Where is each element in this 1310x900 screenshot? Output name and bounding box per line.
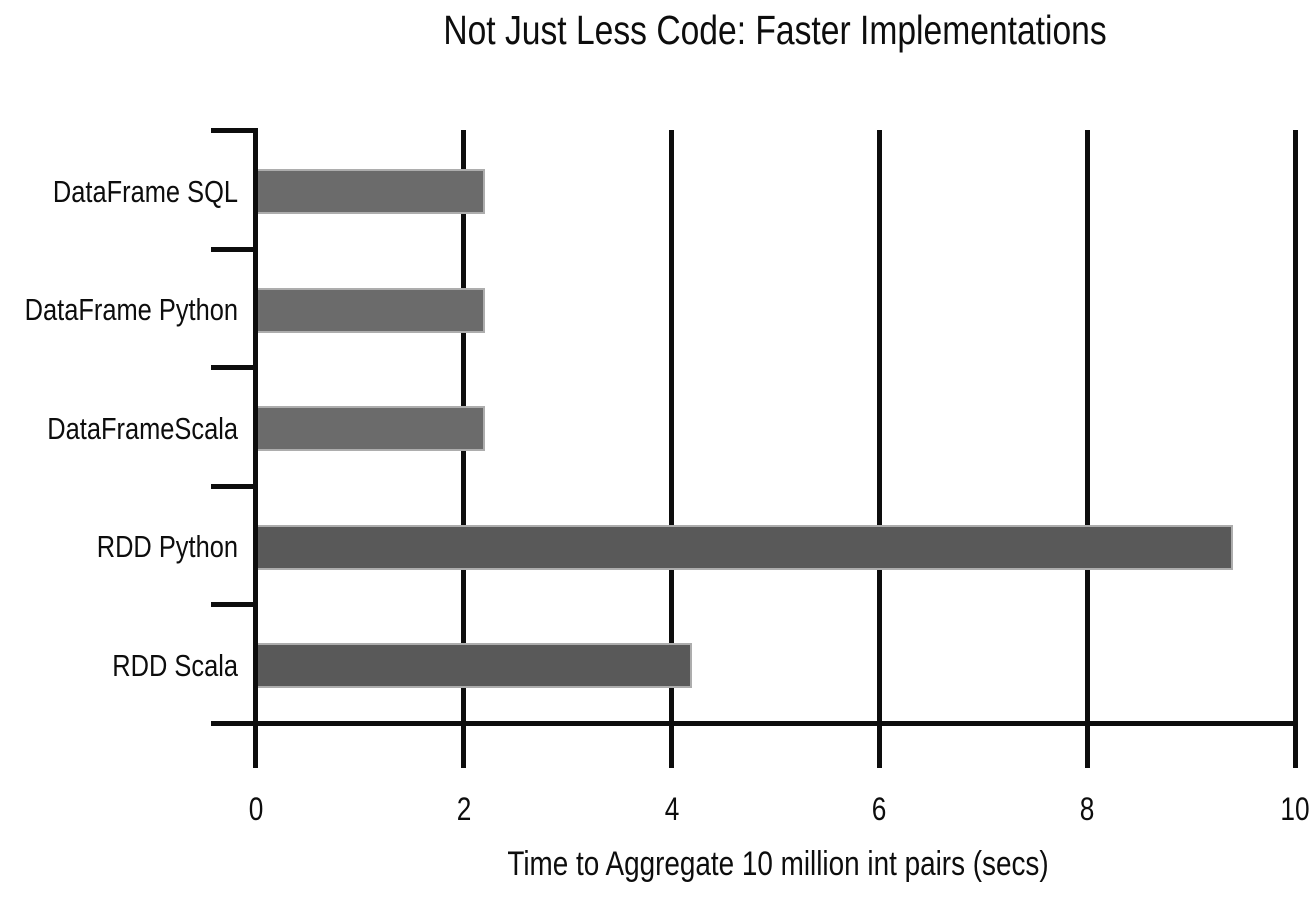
category-label: DataFrame SQL bbox=[52, 173, 238, 209]
vertical-gridline bbox=[1084, 130, 1090, 768]
y-axis-boundary-tick bbox=[211, 128, 258, 133]
bar-dataframe-python bbox=[258, 287, 485, 333]
x-tick-label: 0 bbox=[248, 791, 264, 827]
vertical-gridline bbox=[669, 130, 675, 768]
vertical-gridline bbox=[876, 130, 882, 768]
y-axis-boundary-tick bbox=[211, 365, 258, 371]
x-tick-label: 6 bbox=[872, 791, 887, 827]
x-axis-label: Time to Aggregate 10 million int pairs (… bbox=[507, 845, 1049, 883]
x-tick-label: 2 bbox=[456, 791, 472, 827]
x-axis-line bbox=[211, 721, 1298, 726]
bar-dataframe-sql bbox=[258, 169, 485, 214]
bar-dataframescala bbox=[258, 406, 485, 452]
bar-rdd-python bbox=[258, 524, 1233, 570]
vertical-gridline bbox=[1292, 130, 1298, 768]
bar-rdd-scala bbox=[258, 643, 693, 689]
y-axis-line bbox=[253, 130, 258, 768]
y-axis-boundary-tick bbox=[211, 602, 258, 608]
chart-title: Not Just Less Code: Faster Implementatio… bbox=[443, 7, 1107, 53]
y-axis-boundary-tick bbox=[211, 246, 258, 252]
category-label: DataFrameScala bbox=[47, 410, 238, 446]
x-tick-label: 4 bbox=[664, 791, 679, 827]
x-tick-label: 10 bbox=[1280, 791, 1310, 827]
x-tick-label: 8 bbox=[1079, 791, 1095, 827]
y-axis-boundary-tick bbox=[211, 483, 258, 489]
category-label: RDD Scala bbox=[112, 647, 238, 683]
category-label: RDD Python bbox=[96, 529, 238, 565]
category-label: DataFrame Python bbox=[24, 292, 238, 328]
